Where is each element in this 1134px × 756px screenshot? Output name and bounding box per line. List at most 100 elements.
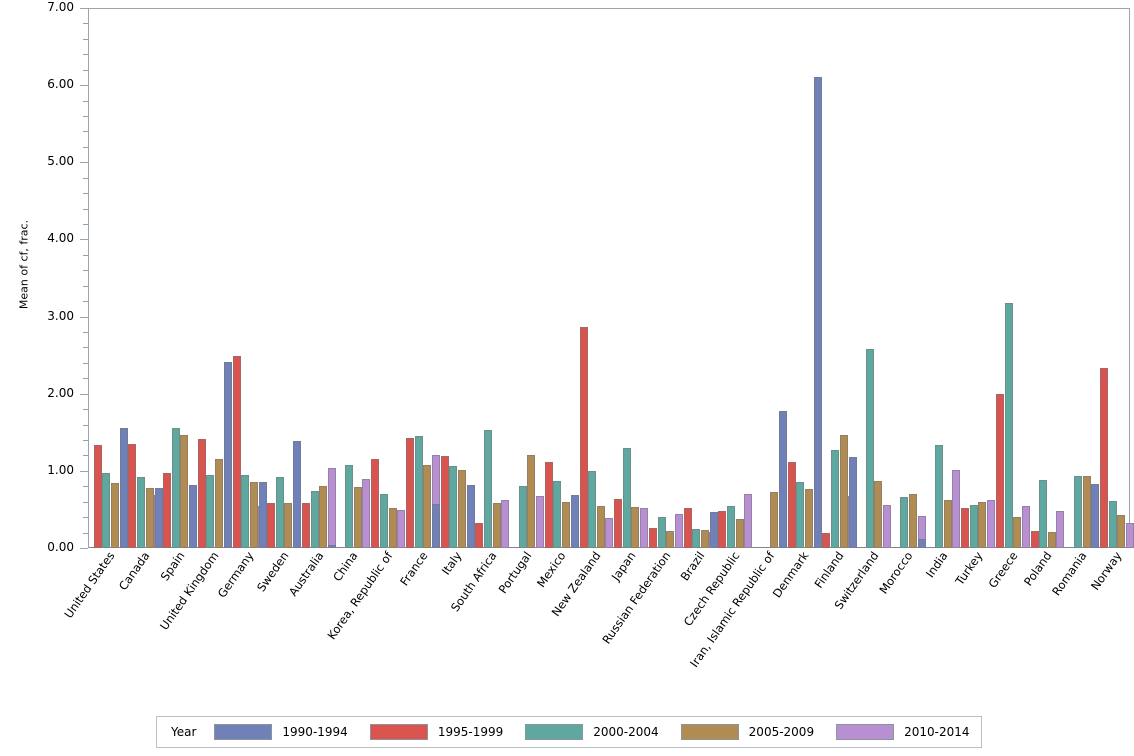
y-tick-major xyxy=(80,239,88,241)
bar xyxy=(275,477,284,548)
bar xyxy=(371,459,380,548)
bar xyxy=(432,504,441,548)
bar xyxy=(362,479,371,548)
x-tick-label: Canada xyxy=(116,549,153,593)
bar xyxy=(423,465,432,548)
bar xyxy=(353,487,362,548)
bar xyxy=(735,519,744,548)
bar xyxy=(718,510,727,548)
y-tick-minor xyxy=(83,424,88,426)
y-tick-label: 2.00 xyxy=(47,385,74,400)
y-tick-minor xyxy=(83,146,88,148)
x-tick-label: Portugal xyxy=(495,549,534,596)
y-tick-minor xyxy=(83,285,88,287)
legend-item[interactable]: 1990-1994 xyxy=(214,724,348,740)
bar xyxy=(874,480,883,548)
legend-item[interactable]: 2010-2014 xyxy=(836,724,970,740)
legend-item[interactable]: 2005-2009 xyxy=(680,724,815,740)
bar xyxy=(1004,303,1013,548)
x-axis-labels: United States Canada Spain United Kingdom Ge… xyxy=(62,549,1130,699)
bar xyxy=(457,470,466,548)
x-tick-label: Morocco xyxy=(877,549,916,596)
bar xyxy=(137,477,146,548)
bar xyxy=(1091,483,1100,548)
bar xyxy=(787,462,796,548)
y-tick-minor xyxy=(83,69,88,71)
x-tick-label-text: Romania xyxy=(1049,549,1090,599)
bar xyxy=(796,482,805,548)
bar xyxy=(917,538,926,548)
bar xyxy=(163,473,172,548)
y-tick-minor xyxy=(83,301,88,303)
bar xyxy=(449,466,458,548)
x-tick-label-text: Korea, Republic of xyxy=(324,549,396,643)
y-tick-major xyxy=(80,8,88,9)
x-tick-label: Poland xyxy=(1021,549,1054,588)
bars-layer xyxy=(89,8,1134,549)
bar xyxy=(258,481,267,548)
y-tick-major xyxy=(80,162,88,164)
bar xyxy=(865,348,874,548)
y-tick-minor xyxy=(83,501,88,503)
bar xyxy=(310,490,319,548)
bar xyxy=(180,434,189,548)
y-tick-minor xyxy=(83,116,88,117)
bar xyxy=(484,429,493,548)
bar xyxy=(900,497,909,548)
bar xyxy=(1047,531,1056,548)
legend: Year 1990-1994 1995-1999 2000-2004 2005-200… xyxy=(156,716,982,748)
legend-item[interactable]: 1995-1999 xyxy=(369,724,504,740)
legend-label: 2005-2009 xyxy=(748,725,815,739)
x-tick-label: Spain xyxy=(157,549,187,583)
bar xyxy=(969,504,978,548)
y-tick-minor xyxy=(83,54,88,56)
y-tick-minor xyxy=(83,347,88,349)
x-tick-label-text: Italy xyxy=(439,549,465,578)
x-tick-label-text: Poland xyxy=(1021,549,1055,589)
x-tick-label-text: Norway xyxy=(1087,549,1125,593)
legend-items: 1990-1994 1995-1999 2000-2004 2005-2009 2010… xyxy=(214,724,991,740)
y-tick-minor xyxy=(83,332,88,333)
y-tick-minor xyxy=(83,517,88,519)
bar xyxy=(909,494,918,548)
x-tick-label: Turkey xyxy=(952,549,985,588)
bar xyxy=(579,326,588,548)
bar xyxy=(1100,368,1109,548)
legend-item[interactable]: 2000-2004 xyxy=(525,724,659,740)
legend-swatch xyxy=(680,724,739,740)
x-tick-label: France xyxy=(397,549,430,588)
bar xyxy=(779,411,788,548)
bar xyxy=(804,489,813,548)
bar xyxy=(674,514,683,548)
bar xyxy=(345,464,354,548)
x-tick-label: India xyxy=(923,549,951,580)
x-tick-label: Korea, Republic of xyxy=(324,549,395,642)
bar xyxy=(397,510,406,548)
y-tick-minor xyxy=(83,208,88,210)
bar xyxy=(1030,531,1039,548)
bar xyxy=(154,487,163,548)
bar xyxy=(882,504,891,548)
bar xyxy=(215,459,224,548)
x-tick-label-text: Finland xyxy=(811,549,847,591)
legend-label: 1995-1999 xyxy=(437,725,504,739)
bar xyxy=(562,501,571,548)
y-tick-minor xyxy=(83,100,88,102)
bar xyxy=(492,503,501,548)
legend-title: Year xyxy=(171,725,197,739)
bar xyxy=(527,454,536,548)
bar xyxy=(1117,514,1126,548)
bar xyxy=(1056,510,1065,548)
bar xyxy=(588,470,597,548)
bar xyxy=(848,456,857,548)
bar xyxy=(110,483,119,548)
legend-label: 2000-2004 xyxy=(593,725,659,739)
bar xyxy=(327,467,336,548)
y-tick-minor xyxy=(83,38,88,40)
bar xyxy=(692,528,701,548)
bar xyxy=(683,507,692,548)
bar xyxy=(1073,475,1082,548)
y-tick-major xyxy=(80,85,88,87)
bar xyxy=(440,456,449,548)
x-tick-label: Finland xyxy=(811,549,846,591)
